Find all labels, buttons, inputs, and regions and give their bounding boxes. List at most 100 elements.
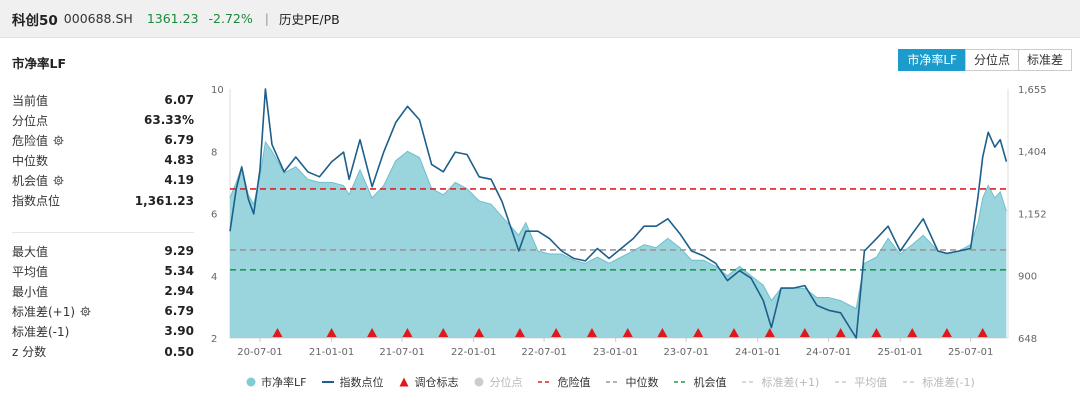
stat-value: 6.79 xyxy=(164,133,194,148)
legend-item[interactable]: 平均值 xyxy=(835,374,887,390)
legend-triangle-icon xyxy=(399,377,409,387)
legend-item[interactable]: 标准差(-1) xyxy=(903,374,975,390)
stat-label-text: 分位点 xyxy=(12,113,49,128)
stat-label-text: z 分数 xyxy=(12,345,47,360)
x-tick-label: 23-01-01 xyxy=(593,347,638,358)
y-right-tick-label: 1,655 xyxy=(1018,85,1047,96)
metric-button-stddev[interactable]: 标准差 xyxy=(1017,49,1072,71)
rebalance-marker xyxy=(622,328,633,337)
rebalance-marker xyxy=(729,328,740,337)
x-tick-label: 21-01-01 xyxy=(309,347,354,358)
chart-legend: 市净率LF 指数点位 调仓标志 分位点 危险值 中位数 机会值 标准差(+1) 平均值 标准差(-… xyxy=(246,373,991,391)
gear-icon[interactable] xyxy=(53,135,64,146)
index-change: -2.72% xyxy=(208,11,253,26)
stat-label-text: 指数点位 xyxy=(12,194,61,209)
gear-icon[interactable] xyxy=(53,175,64,186)
rebalance-marker xyxy=(514,328,525,337)
tab-history-pe-pb[interactable]: 历史PE/PB xyxy=(278,12,340,27)
legend-label: 平均值 xyxy=(854,376,888,389)
stat-row: 最小值 2.94 xyxy=(12,281,194,301)
legend-line-icon xyxy=(322,377,335,387)
valuation-chart: 2 4 6 8 10 648 900 1,152 1,404 1,655 20-07-01 21-01… xyxy=(196,78,1080,366)
index-code: 000688.SH xyxy=(63,11,133,26)
legend-item[interactable]: 危险值 xyxy=(538,374,590,390)
legend-label: 标准差(+1) xyxy=(761,376,820,389)
stat-row: 分位点 63.33% xyxy=(12,110,194,130)
legend-item[interactable]: 分位点 xyxy=(474,374,522,390)
header-separator: | xyxy=(264,11,269,26)
legend-item[interactable]: 调仓标志 xyxy=(399,374,458,390)
rebalance-marker xyxy=(693,328,704,337)
legend-item[interactable]: 指数点位 xyxy=(322,374,383,390)
y-left-tick-label: 8 xyxy=(211,147,217,158)
stat-label-text: 最小值 xyxy=(12,284,49,299)
metric-button-pb[interactable]: 市净率LF xyxy=(898,49,966,71)
x-tick-label: 22-01-01 xyxy=(451,347,496,358)
rebalance-marker xyxy=(272,328,283,337)
legend-label: 标准差(-1) xyxy=(922,376,975,389)
stat-row: 最大值 9.29 xyxy=(12,241,194,261)
stat-value: 2.94 xyxy=(164,284,194,299)
y-right-tick-label: 1,404 xyxy=(1018,147,1047,158)
rebalance-marker xyxy=(586,328,597,337)
pb-area xyxy=(230,141,1007,338)
stat-value: 63.33% xyxy=(144,113,194,128)
stat-label-text: 机会值 xyxy=(12,173,49,188)
stat-label: 标准差(-1) xyxy=(12,323,69,340)
stat-row: 平均值 5.34 xyxy=(12,261,194,281)
legend-dash-icon xyxy=(606,377,621,387)
header-bar: 科创50 000688.SH 1361.23 -2.72% | 历史PE/PB xyxy=(0,0,1080,38)
stat-value: 1,361.23 xyxy=(134,193,194,208)
stats-primary: 当前值 6.07 分位点 63.33% 危险值 6.79 中位数 4.83 机会值 4.19 指数点… xyxy=(12,90,194,211)
rebalance-marker xyxy=(551,328,562,337)
legend-label: 机会值 xyxy=(693,376,727,389)
legend-item[interactable]: 市净率LF xyxy=(246,374,306,390)
stat-value: 6.07 xyxy=(164,93,194,108)
stat-value: 3.90 xyxy=(164,324,194,339)
legend-dash-icon xyxy=(903,377,918,387)
x-tick-label: 25-07-01 xyxy=(948,347,993,358)
y-left-tick-label: 4 xyxy=(211,272,217,283)
stat-label-text: 中位数 xyxy=(12,153,49,168)
gear-icon[interactable] xyxy=(80,306,91,317)
rebalance-marker xyxy=(977,328,988,337)
y-right-tick-label: 900 xyxy=(1018,272,1037,283)
stat-value: 4.83 xyxy=(164,153,194,168)
stat-label: z 分数 xyxy=(12,343,46,360)
rebalance-marker xyxy=(474,328,485,337)
rebalance-marker xyxy=(941,328,952,337)
stat-label: 机会值 xyxy=(12,172,64,189)
rebalance-marker xyxy=(438,328,449,337)
y-left-tick-label: 10 xyxy=(211,85,224,96)
rebalance-marker xyxy=(402,328,413,337)
rebalance-marker xyxy=(835,328,846,337)
legend-item[interactable]: 机会值 xyxy=(674,374,726,390)
metric-button-group: 市净率LF 分位点 标准差 xyxy=(898,49,1072,71)
stat-label-text: 当前值 xyxy=(12,93,49,108)
stat-value: 0.50 xyxy=(164,344,194,359)
stat-label: 危险值 xyxy=(12,132,64,149)
pb-area-line xyxy=(229,140,1007,310)
stat-row: z 分数 0.50 xyxy=(12,341,194,361)
index-price: 1361.23 xyxy=(146,11,199,26)
stat-value: 9.29 xyxy=(164,244,194,259)
legend-item[interactable]: 标准差(+1) xyxy=(742,374,819,390)
legend-item[interactable]: 中位数 xyxy=(606,374,658,390)
legend-circle-icon xyxy=(474,377,484,387)
legend-dash-icon xyxy=(835,377,850,387)
x-tick-label: 24-01-01 xyxy=(735,347,780,358)
stat-row: 当前值 6.07 xyxy=(12,90,194,110)
rebalance-marker xyxy=(764,328,775,337)
stat-value: 4.19 xyxy=(164,173,194,188)
index-name: 科创50 xyxy=(12,12,58,29)
legend-label: 调仓标志 xyxy=(414,376,459,389)
stat-row: 标准差(-1) 3.90 xyxy=(12,321,194,341)
metric-button-percentile[interactable]: 分位点 xyxy=(964,49,1019,71)
stat-label: 分位点 xyxy=(12,112,48,129)
stat-label: 平均值 xyxy=(12,263,48,280)
legend-label: 危险值 xyxy=(557,376,591,389)
stat-label-text: 标准差(-1) xyxy=(12,324,70,339)
x-tick-label: 25-01-01 xyxy=(877,347,922,358)
stat-row: 指数点位 1,361.23 xyxy=(12,190,194,210)
y-left-tick-label: 2 xyxy=(211,334,217,345)
